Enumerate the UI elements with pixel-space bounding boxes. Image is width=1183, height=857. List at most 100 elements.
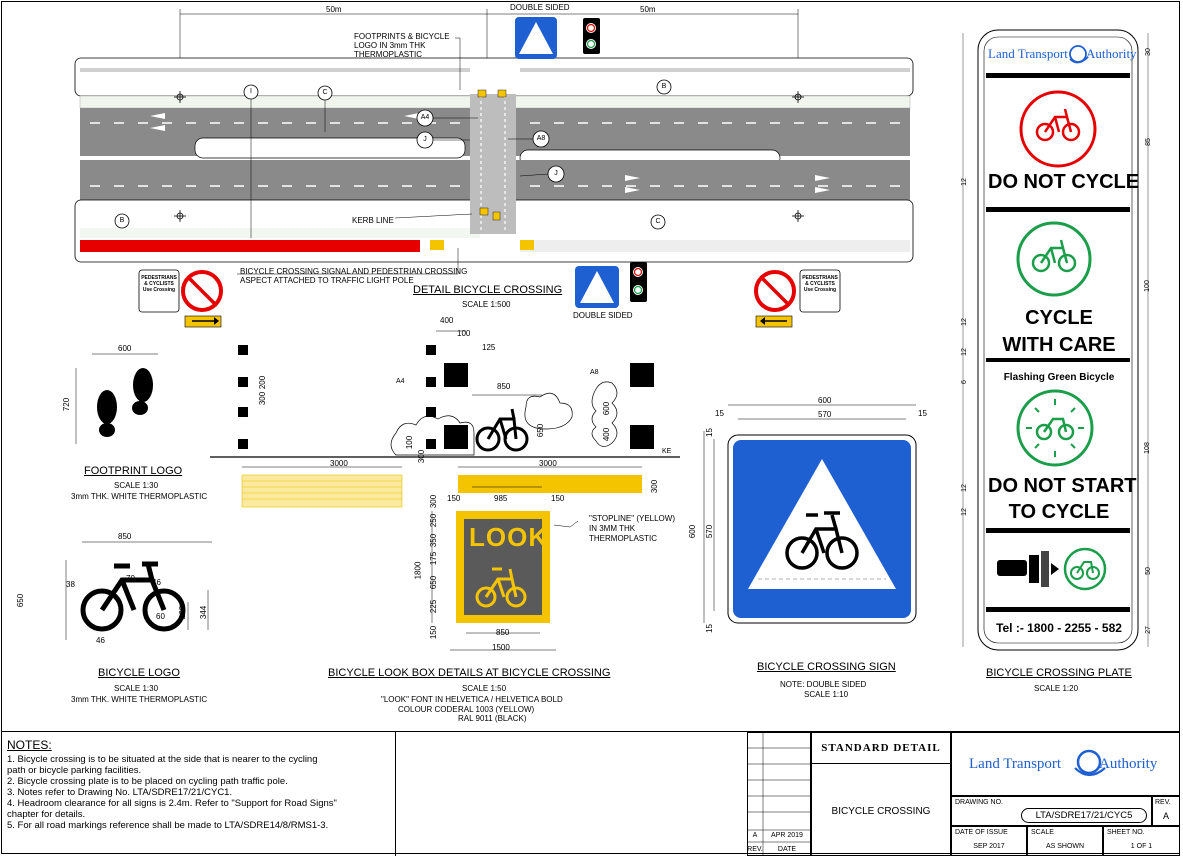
lookbox-dim-650b: 650 xyxy=(429,575,439,590)
top-dim-left: 50m xyxy=(326,5,342,14)
sign-dim-600h: 600 xyxy=(688,524,698,539)
callout-c1: C xyxy=(322,89,328,96)
bicycle-dim-344: 344 xyxy=(199,605,209,620)
rev-col-label: REV. xyxy=(1155,799,1171,806)
plate-ldim-5: 12 xyxy=(960,484,968,492)
detail-title: DETAIL BICYCLE CROSSING xyxy=(413,284,563,296)
lookbox-dim-650: 650 xyxy=(536,423,546,438)
issue-value: SEP 2017 xyxy=(973,843,1005,850)
lta-logo-a: Land Transport xyxy=(969,756,1062,772)
lookbox-dim-300c: 300 xyxy=(429,494,439,509)
note-line: 2. Bicycle crossing plate is to be place… xyxy=(7,776,288,787)
crossing-sign-note: NOTE: DOUBLE SIDED xyxy=(780,680,867,689)
lookbox-dim-125: 125 xyxy=(482,343,496,352)
plate-ldim-2: 12 xyxy=(960,318,968,326)
bicycle-dim-38: 38 xyxy=(66,580,75,589)
lookbox-colour-1: RAL 1003 (YELLOW) xyxy=(458,705,535,714)
bicycle-logo-note: 3mm THK. WHITE THERMOPLASTIC xyxy=(71,695,208,704)
sign-dim-570w: 570 xyxy=(818,410,832,419)
crossing-plan-drawing xyxy=(74,9,914,328)
divider xyxy=(395,732,396,856)
lookbox-dim-850b: 850 xyxy=(496,628,510,637)
bicycle-logo-scale: SCALE 1:30 xyxy=(114,684,159,693)
lookbox-dim-100a: 100 xyxy=(457,329,471,338)
sign-dim-15a: 15 xyxy=(715,409,724,418)
lookbox-colour-2: RAL 9011 (BLACK) xyxy=(458,714,527,723)
lookbox-dim-150b: 150 xyxy=(551,494,565,503)
sign-dim-600w: 600 xyxy=(818,396,832,405)
lookbox-dim-1500: 1500 xyxy=(492,643,510,652)
stopline-note-1: "STOPLINE" (YELLOW) xyxy=(589,514,675,523)
plate-scale: SCALE 1:20 xyxy=(1034,684,1079,693)
plate-rdim-108: 108 xyxy=(1143,442,1151,454)
plate-cycle-2: WITH CARE xyxy=(1002,334,1116,356)
lookbox-scale: SCALE 1:50 xyxy=(462,684,507,693)
crossing-sign-drawing xyxy=(703,404,917,624)
sign-dim-15d: 15 xyxy=(704,624,714,633)
lookbox-dim-3000b: 3000 xyxy=(539,459,557,468)
scale-value: AS SHOWN xyxy=(1045,843,1085,850)
lookbox-dim-400b: 400 xyxy=(602,427,612,442)
rev-label: REV. xyxy=(747,846,763,853)
rev-date: APR 2019 xyxy=(771,832,803,839)
lta-logo-b: Authority xyxy=(1099,756,1158,772)
plate-do-not-start-1: DO NOT START xyxy=(988,475,1137,497)
lookbox-dim-150a: 150 xyxy=(447,494,461,503)
revision-table xyxy=(747,732,811,856)
rev-col-value: A xyxy=(1162,811,1169,821)
double-sided-top: DOUBLE SIDED xyxy=(510,3,570,12)
plate-rdim-30: 30 xyxy=(1144,48,1152,56)
crossing-sign-scale: SCALE 1:10 xyxy=(804,690,849,699)
lookbox-dim-300b: 300 xyxy=(417,449,427,464)
lookbox-dim-100b: 100 xyxy=(405,435,415,450)
plate-ldim-1: 12 xyxy=(960,178,968,186)
drawing-no-value: LTA/SDRE17/21/CYC5 xyxy=(1021,808,1147,823)
note-line: 5. For all road markings reference shall… xyxy=(7,820,329,831)
lookbox-dim-3000a: 3000 xyxy=(330,459,348,468)
top-dim-right: 50m xyxy=(640,5,656,14)
footprints-note-2: LOGO IN 3mm THK xyxy=(354,41,426,50)
footprint-dim-w: 600 xyxy=(118,344,132,353)
lookbox-drawing xyxy=(210,330,680,651)
callout-a4: A4 xyxy=(420,114,430,121)
lookbox-ke: KE xyxy=(662,448,672,455)
title-block: NOTES: 1. Bicycle crossing is to be situ… xyxy=(1,731,1180,856)
lookbox-dim-150c: 150 xyxy=(429,625,439,640)
ped-sign-right: PEDESTRIANS & CYCLISTS Use Crossing xyxy=(802,275,838,293)
plate-flashing: Flashing Green Bicycle xyxy=(1003,372,1115,383)
lta-logo-icon xyxy=(1074,749,1106,777)
note-line: 3. Notes refer to Drawing No. LTA/SDRE17… xyxy=(7,787,233,798)
plate-tel: Tel :- 1800 - 2255 - 582 xyxy=(996,621,1122,635)
bicycle-dim-268: 268 xyxy=(178,605,188,620)
plate-ldim-6: 12 xyxy=(960,508,968,516)
sheet-cell xyxy=(1103,826,1180,856)
issue-label: DATE OF ISSUE xyxy=(955,829,1008,836)
footprints-note-1: FOOTPRINTS & BICYCLE xyxy=(354,32,450,41)
footprint-scale: SCALE 1:30 xyxy=(114,481,159,490)
sign-dim-15b: 15 xyxy=(918,409,927,418)
double-sided-bottom: DOUBLE SIDED xyxy=(573,311,633,320)
plate-rdim-50: 50 xyxy=(1144,567,1152,575)
sheet-label: SHEET NO. xyxy=(1107,829,1145,836)
plate-rdim-85: 85 xyxy=(1144,138,1152,146)
footprint-logo-drawing xyxy=(75,353,158,444)
callout-j2: J xyxy=(554,170,558,177)
bicycle-dim-h: 650 xyxy=(16,593,26,608)
date-label: DATE xyxy=(777,846,797,853)
scale-label: SCALE xyxy=(1031,829,1054,836)
plate-do-not-cycle: DO NOT CYCLE xyxy=(988,171,1140,193)
lookbox-dim-600: 600 xyxy=(602,401,612,416)
notes-heading: NOTES: xyxy=(7,738,52,752)
lookbox-dim-1800: 1800 xyxy=(413,561,423,580)
crossing-plate-drawing xyxy=(962,29,1149,651)
note-line: chapter for details. xyxy=(7,809,86,820)
callout-c2: C xyxy=(655,218,661,225)
notes-list: 1. Bicycle crossing is to be situated at… xyxy=(7,754,337,831)
plate-rdim-27: 27 xyxy=(1144,626,1152,634)
standard-detail: STANDARD DETAIL xyxy=(821,742,941,754)
drawing-title: BICYCLE CROSSING xyxy=(831,806,931,817)
plate-logo-b: Authority xyxy=(1086,46,1137,61)
lookbox-dim-300a: 300 xyxy=(258,391,268,406)
plate-ldim-3: 12 xyxy=(960,348,968,356)
